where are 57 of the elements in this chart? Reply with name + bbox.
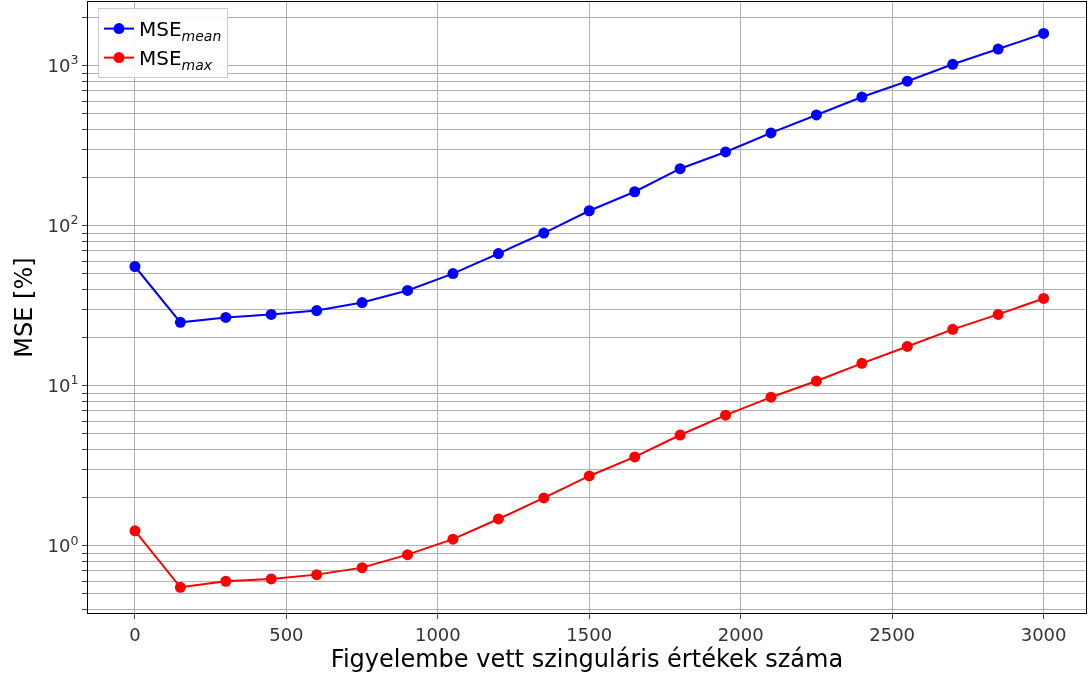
point xyxy=(765,391,777,403)
point xyxy=(1038,292,1050,304)
y-tick-label: 10$^{3}$ xyxy=(47,52,79,76)
point xyxy=(356,297,368,309)
x-tick-label: 0 xyxy=(129,623,141,645)
x-tick-label: 1000 xyxy=(414,623,461,645)
legend-label: MSE$_{mean}$ xyxy=(138,17,222,44)
x-tick-label: 2500 xyxy=(869,623,916,645)
y-axis-title: MSE [%] xyxy=(9,257,38,358)
point xyxy=(220,311,232,323)
point xyxy=(129,525,141,537)
point xyxy=(765,127,777,139)
point xyxy=(583,470,595,482)
point xyxy=(629,451,641,463)
point xyxy=(901,75,913,87)
y-tick-label: 10$^{1}$ xyxy=(47,372,79,397)
point xyxy=(674,429,686,441)
point xyxy=(402,549,414,561)
point xyxy=(538,492,550,504)
point xyxy=(492,513,504,525)
y-tick-label: 10$^{2}$ xyxy=(47,212,79,237)
point xyxy=(174,316,186,328)
point xyxy=(1038,27,1050,39)
point xyxy=(947,323,959,335)
point xyxy=(810,109,822,121)
point xyxy=(265,573,277,585)
point xyxy=(674,163,686,175)
point xyxy=(447,533,459,545)
point xyxy=(856,357,868,369)
x-tick-label: 3000 xyxy=(1020,623,1067,645)
point xyxy=(901,340,913,352)
point xyxy=(492,248,504,260)
point xyxy=(810,375,822,387)
point xyxy=(856,91,868,103)
point xyxy=(447,268,459,280)
x-tick-label: 500 xyxy=(269,623,304,645)
point xyxy=(356,562,368,574)
point xyxy=(992,43,1004,55)
legend-label: MSE$_{max}$ xyxy=(138,46,213,73)
point xyxy=(311,305,323,317)
x-tick-label: 2000 xyxy=(717,623,764,645)
x-axis-title: Figyelembe vett szinguláris értékek száma xyxy=(330,644,844,673)
point xyxy=(583,205,595,217)
point xyxy=(129,261,141,272)
point xyxy=(947,58,959,70)
point xyxy=(629,186,641,198)
point xyxy=(992,308,1004,320)
point xyxy=(220,575,232,587)
point xyxy=(174,581,186,593)
point xyxy=(265,308,277,320)
point xyxy=(402,284,414,296)
x-tick-label: 1500 xyxy=(566,623,613,645)
y-tick-label: 10$^{0}$ xyxy=(47,532,79,557)
point xyxy=(720,409,732,421)
point xyxy=(538,227,550,239)
point xyxy=(311,569,323,581)
point xyxy=(720,146,732,158)
